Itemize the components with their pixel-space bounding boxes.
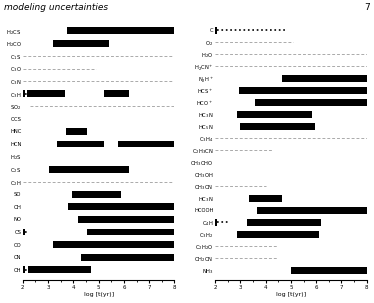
- Bar: [215, 27, 217, 34]
- Bar: [104, 90, 129, 97]
- Bar: [79, 216, 175, 223]
- Bar: [257, 207, 367, 214]
- Bar: [236, 111, 312, 118]
- X-axis label: log [t(yr)]: log [t(yr)]: [84, 292, 114, 298]
- Bar: [67, 27, 175, 34]
- Bar: [246, 219, 321, 225]
- Bar: [68, 203, 175, 210]
- Bar: [53, 40, 109, 47]
- Bar: [23, 90, 25, 97]
- Bar: [255, 99, 367, 105]
- Bar: [28, 266, 91, 273]
- Bar: [236, 231, 319, 238]
- Bar: [282, 75, 367, 82]
- Bar: [239, 87, 367, 94]
- Bar: [215, 219, 217, 225]
- Bar: [53, 241, 175, 248]
- Bar: [118, 141, 175, 148]
- Text: modeling uncertainties: modeling uncertainties: [4, 3, 108, 12]
- X-axis label: log [t(yr)]: log [t(yr)]: [276, 292, 306, 298]
- Bar: [291, 267, 367, 274]
- Bar: [66, 128, 87, 135]
- Bar: [72, 191, 122, 198]
- Bar: [57, 141, 104, 148]
- Bar: [23, 266, 25, 273]
- Bar: [23, 228, 25, 235]
- Bar: [27, 90, 65, 97]
- Bar: [240, 123, 315, 130]
- Text: 7: 7: [365, 3, 370, 12]
- Bar: [87, 228, 175, 235]
- Bar: [81, 254, 175, 261]
- Bar: [249, 195, 282, 201]
- Bar: [49, 166, 129, 173]
